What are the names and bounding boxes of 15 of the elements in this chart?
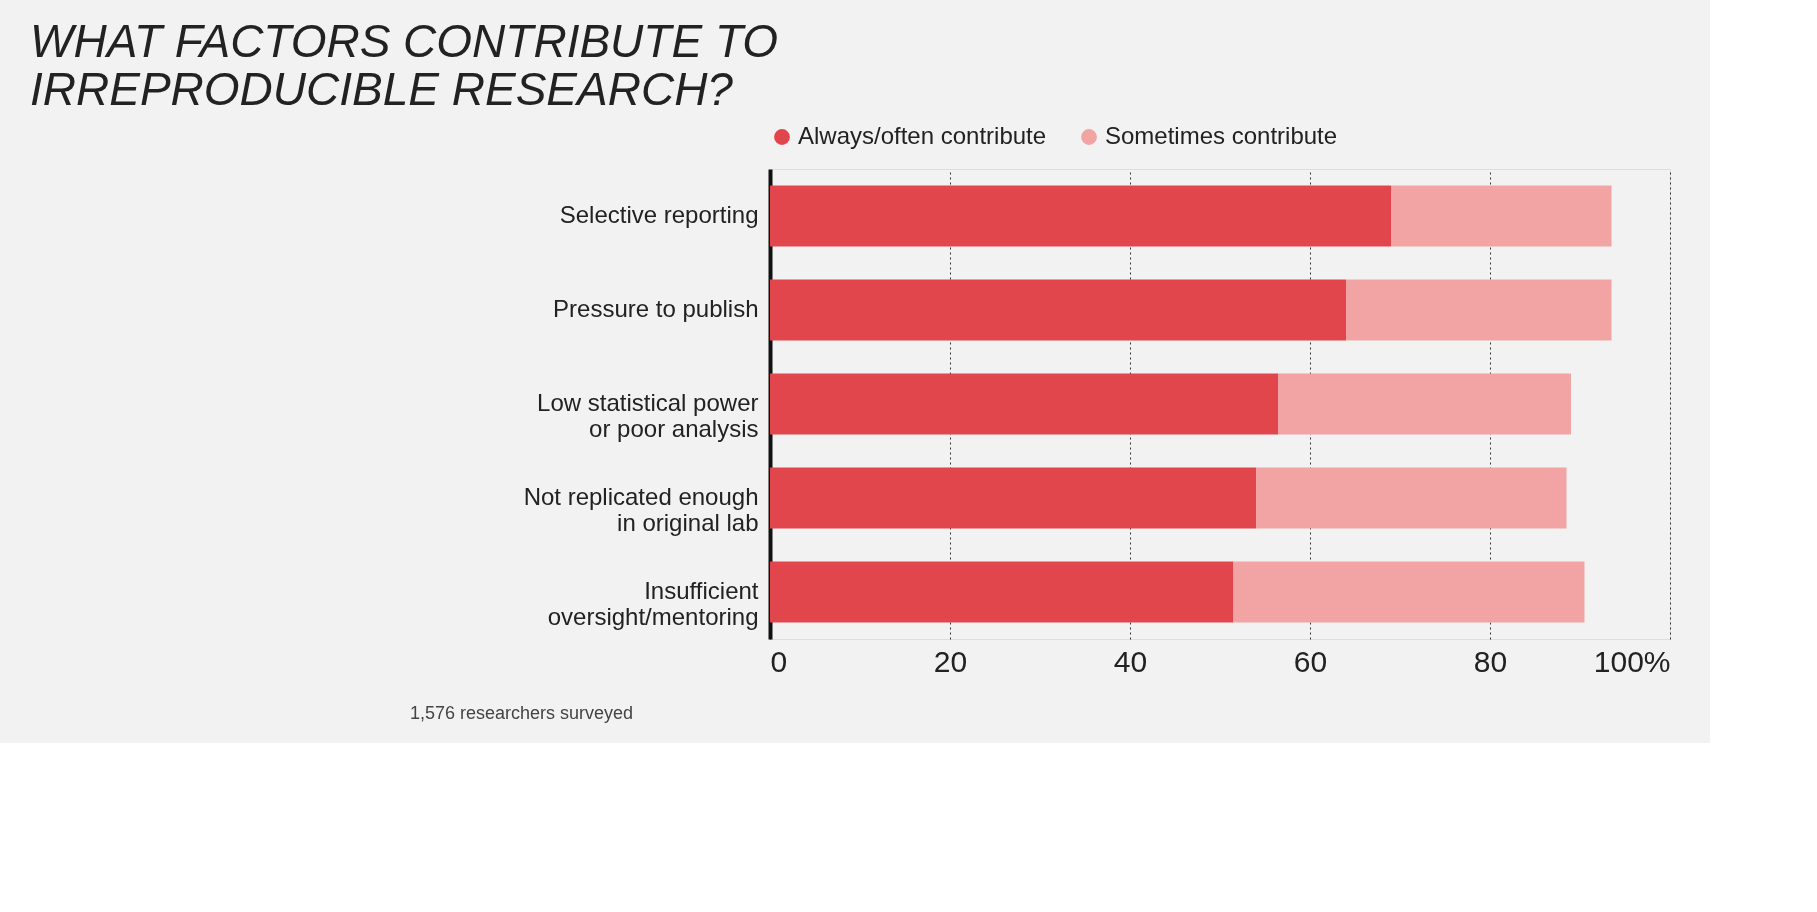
x-tick-label: 60 bbox=[1293, 644, 1328, 678]
y-tick-label: Not replicated enough in original lab bbox=[523, 483, 759, 536]
x-tick-label: 20 bbox=[933, 644, 968, 678]
x-tick-label: 40 bbox=[1113, 644, 1148, 678]
text: 1,576 researchers surveyed bbox=[410, 703, 634, 723]
y-tick-label: Pressure to publish bbox=[553, 295, 759, 322]
y-tick-label: Selective reporting bbox=[559, 201, 759, 228]
x-tick-label: 0 bbox=[770, 644, 788, 678]
y-tick-label: Low statistical power or poor analysis bbox=[537, 389, 759, 442]
x-tick-label: 100% bbox=[1593, 644, 1671, 678]
legend-label: Sometimes contribute bbox=[1105, 122, 1338, 149]
x-tick-label: 80 bbox=[1473, 644, 1508, 678]
y-tick-label: Insufficient oversight/mentoring bbox=[547, 577, 759, 630]
chart-title: WHAT FACTORS CONTRIBUTE TO IRREPRODUCIBLE RESEARCH? bbox=[30, 15, 778, 115]
legend-label: Always/often contribute bbox=[798, 122, 1047, 149]
